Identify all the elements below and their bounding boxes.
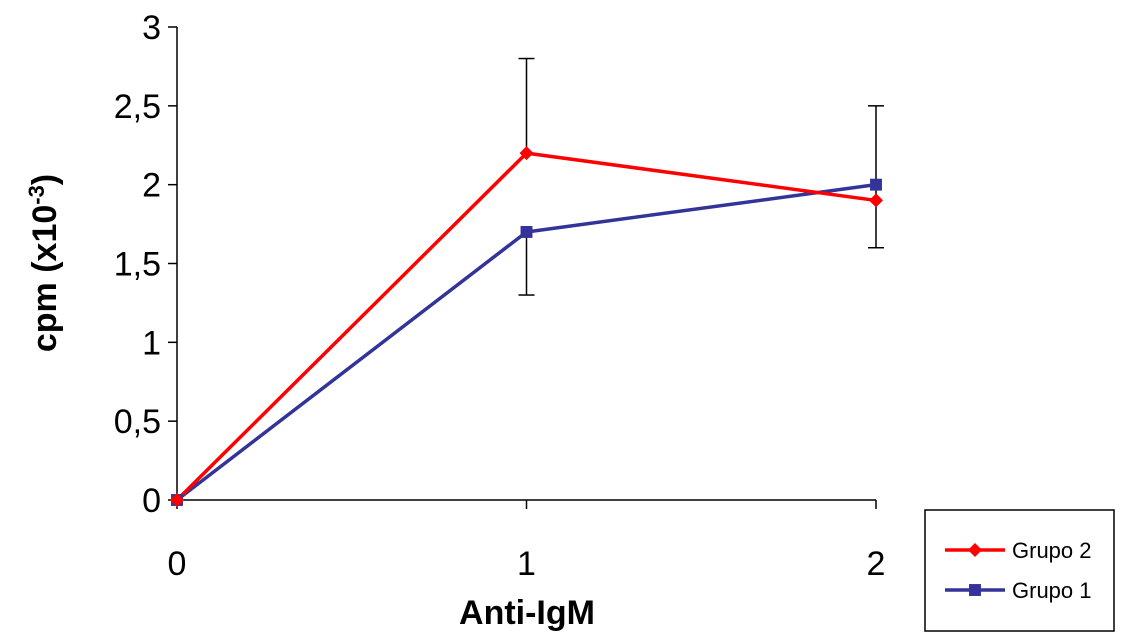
legend-marker-grupo-1 bbox=[969, 584, 981, 596]
y-axis-title-main: cpm (x10 bbox=[26, 205, 64, 352]
series-line-grupo-2 bbox=[175, 151, 877, 502]
series-lines bbox=[175, 151, 877, 502]
legend-items: Grupo 2 Grupo 1 bbox=[945, 538, 1092, 603]
y-axis-title-superscript: -3 bbox=[24, 185, 49, 205]
data-point-grupo-1 bbox=[870, 178, 882, 191]
legend-label-grupo-1: Grupo 1 bbox=[1012, 578, 1092, 603]
y-tick-label: 0 bbox=[142, 482, 161, 520]
error-bars bbox=[518, 57, 884, 296]
y-axis-title-close: ) bbox=[26, 174, 64, 185]
x-tick-label: 1 bbox=[517, 545, 536, 583]
x-tick-label: 0 bbox=[168, 545, 187, 583]
data-point-grupo-2 bbox=[869, 193, 883, 208]
legend-marker-grupo-2 bbox=[968, 543, 982, 557]
data-point-grupo-1 bbox=[520, 226, 533, 238]
data-markers bbox=[170, 146, 883, 507]
x-axis-ticks: 0 1 2 bbox=[168, 500, 886, 583]
y-tick-label: 2 bbox=[142, 167, 161, 205]
y-axis-ticks: 0 0,5 1 1,5 2 2,5 3 bbox=[114, 9, 177, 520]
y-tick-label: 3 bbox=[142, 9, 161, 47]
y-tick-label: 2,5 bbox=[114, 88, 161, 126]
x-tick-label: 2 bbox=[867, 545, 886, 583]
legend-box bbox=[924, 509, 1115, 632]
data-point-grupo-2 bbox=[519, 146, 534, 161]
y-tick-label: 1,5 bbox=[114, 246, 161, 284]
data-point-grupo-2 bbox=[170, 493, 184, 507]
y-tick-label: 1 bbox=[142, 324, 161, 362]
y-tick-label: 0,5 bbox=[114, 403, 161, 441]
legend-label-grupo-2: Grupo 2 bbox=[1012, 538, 1092, 563]
y-axis-title: cpm (x10-3) bbox=[24, 174, 64, 352]
x-axis-title: Anti-IgM bbox=[459, 594, 595, 632]
legend: Grupo 2 Grupo 1 bbox=[924, 509, 1115, 632]
